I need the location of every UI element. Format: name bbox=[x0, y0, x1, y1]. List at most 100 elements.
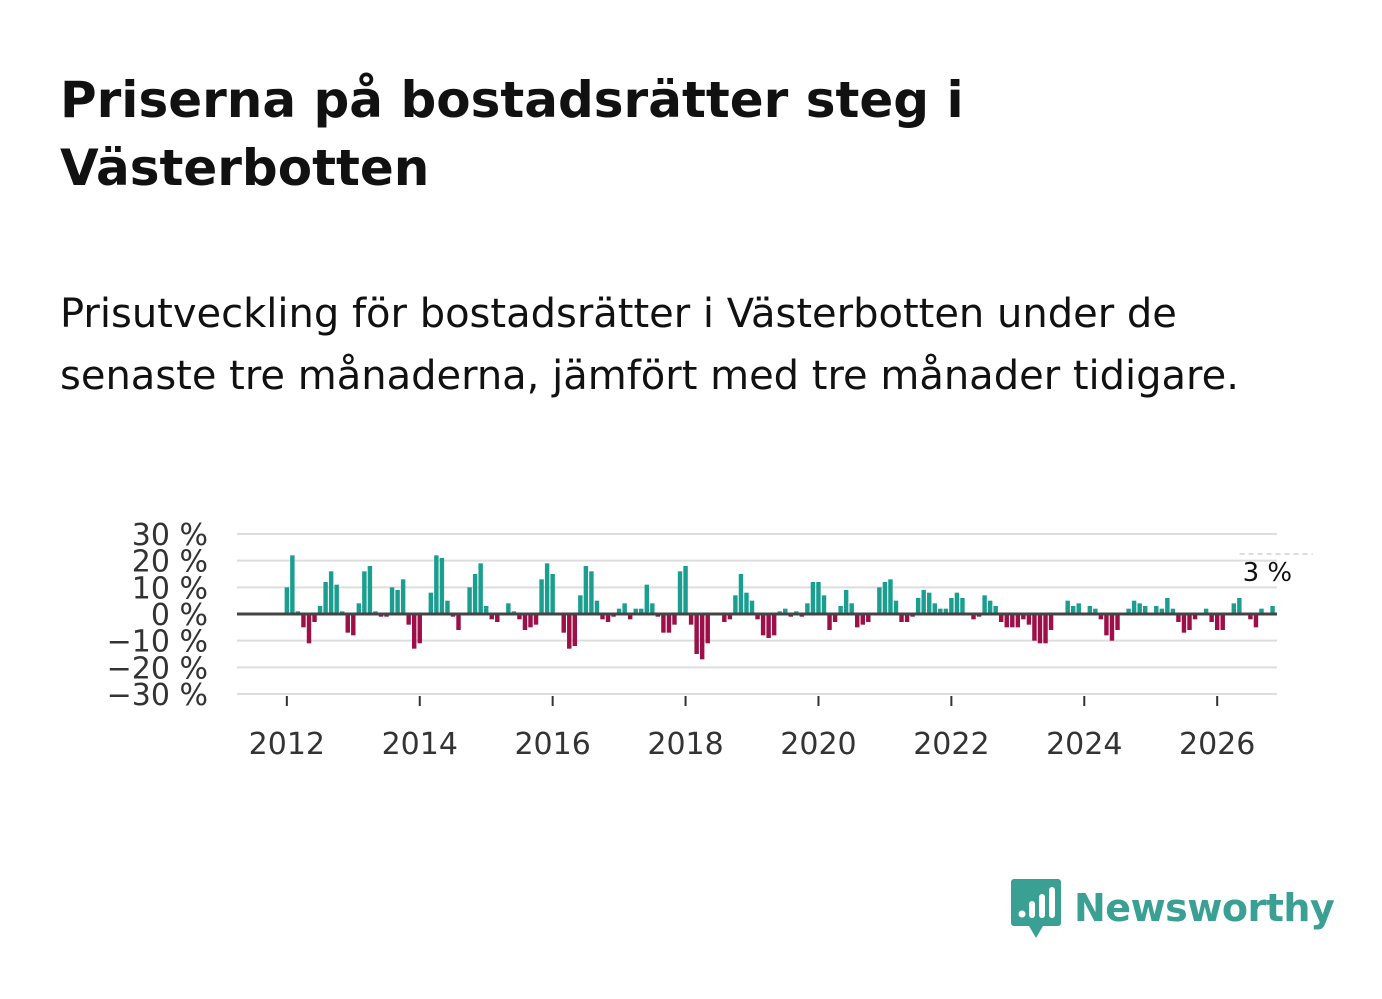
bar bbox=[395, 590, 400, 614]
bar bbox=[495, 614, 500, 622]
y-tick-label: 10 % bbox=[132, 571, 208, 606]
bar bbox=[927, 592, 932, 614]
bar bbox=[1043, 614, 1048, 644]
x-tick-label: 2020 bbox=[780, 727, 856, 762]
bar bbox=[993, 606, 998, 614]
bar bbox=[528, 614, 533, 628]
brand-name: Newsworthy bbox=[1074, 886, 1335, 930]
bar bbox=[1170, 608, 1176, 614]
y-tick-label: −10 % bbox=[107, 625, 208, 660]
y-tick-label: 20 % bbox=[132, 545, 208, 580]
bar bbox=[960, 598, 965, 614]
bar bbox=[1270, 606, 1275, 614]
x-tick-label: 2014 bbox=[382, 727, 458, 762]
bar bbox=[478, 563, 483, 614]
bar bbox=[1248, 614, 1253, 620]
bar bbox=[904, 614, 910, 622]
bar bbox=[550, 574, 555, 614]
bar bbox=[810, 582, 816, 614]
bar bbox=[1165, 598, 1170, 614]
bar bbox=[1010, 614, 1015, 628]
bar bbox=[1037, 614, 1043, 644]
bar bbox=[1026, 614, 1032, 625]
bar bbox=[1115, 614, 1120, 630]
bar bbox=[367, 566, 373, 614]
x-tick-label: 2022 bbox=[913, 727, 989, 762]
bar bbox=[999, 614, 1004, 622]
bar bbox=[1065, 600, 1070, 614]
bar bbox=[622, 603, 627, 614]
bar bbox=[699, 614, 705, 660]
bar bbox=[816, 582, 821, 614]
bar bbox=[594, 600, 600, 614]
bar bbox=[467, 587, 472, 614]
bar bbox=[915, 598, 921, 614]
grid-lines bbox=[237, 533, 1277, 695]
bar bbox=[351, 614, 356, 636]
bar bbox=[855, 614, 860, 628]
bar bbox=[400, 579, 406, 614]
bar bbox=[783, 608, 788, 614]
bar bbox=[317, 606, 323, 614]
bar bbox=[727, 614, 733, 620]
bar bbox=[456, 614, 461, 630]
bar bbox=[1087, 606, 1093, 614]
y-tick-label: −30 % bbox=[107, 678, 208, 713]
bar bbox=[982, 595, 987, 614]
bar bbox=[722, 614, 727, 622]
bar bbox=[1214, 614, 1220, 630]
bar bbox=[533, 614, 539, 625]
bar bbox=[356, 603, 362, 614]
bar bbox=[1231, 603, 1237, 614]
bar bbox=[882, 582, 888, 614]
x-tick-label: 2018 bbox=[647, 727, 723, 762]
bar bbox=[506, 603, 511, 614]
bar bbox=[633, 608, 638, 614]
bar bbox=[1126, 608, 1131, 614]
bar bbox=[1159, 608, 1165, 614]
bar bbox=[472, 574, 478, 614]
bar bbox=[301, 614, 306, 628]
bar bbox=[522, 614, 528, 630]
bar bbox=[1137, 603, 1142, 614]
bar bbox=[417, 614, 422, 644]
chart-title: Priserna på bostadsrätter steg i Västerb… bbox=[60, 71, 964, 197]
bar bbox=[1109, 614, 1115, 641]
bar bbox=[938, 608, 943, 614]
bar bbox=[1154, 606, 1159, 614]
bar bbox=[705, 614, 710, 644]
bar bbox=[1048, 614, 1054, 630]
bar bbox=[1093, 608, 1098, 614]
bar bbox=[1187, 614, 1192, 630]
bar bbox=[323, 582, 328, 614]
bar bbox=[744, 592, 749, 614]
x-tick-label: 2012 bbox=[249, 727, 325, 762]
bar bbox=[544, 563, 550, 614]
bar bbox=[943, 608, 949, 614]
bar bbox=[539, 579, 544, 614]
bar bbox=[439, 558, 445, 614]
x-tick-label: 2024 bbox=[1046, 727, 1122, 762]
bar bbox=[832, 614, 838, 622]
bar bbox=[572, 614, 578, 646]
x-tick-label: 2026 bbox=[1179, 727, 1255, 762]
bar bbox=[877, 587, 882, 614]
bars bbox=[284, 555, 1275, 660]
bar bbox=[827, 614, 832, 630]
bar bbox=[284, 587, 290, 614]
bar bbox=[760, 614, 766, 636]
chart-subtitle: Prisutveckling för bostadsrätter i Väste… bbox=[60, 291, 1239, 399]
bar bbox=[345, 614, 350, 633]
y-tick-label: 0 % bbox=[151, 598, 208, 633]
bar bbox=[605, 614, 611, 622]
y-tick-label: 30 % bbox=[132, 518, 208, 553]
bar bbox=[672, 614, 677, 625]
bar bbox=[666, 614, 672, 633]
bar bbox=[389, 587, 395, 614]
bar bbox=[771, 614, 777, 636]
bar bbox=[683, 566, 688, 614]
bar bbox=[406, 614, 411, 625]
bar bbox=[312, 614, 317, 622]
bar bbox=[306, 614, 312, 644]
bar bbox=[755, 614, 760, 620]
